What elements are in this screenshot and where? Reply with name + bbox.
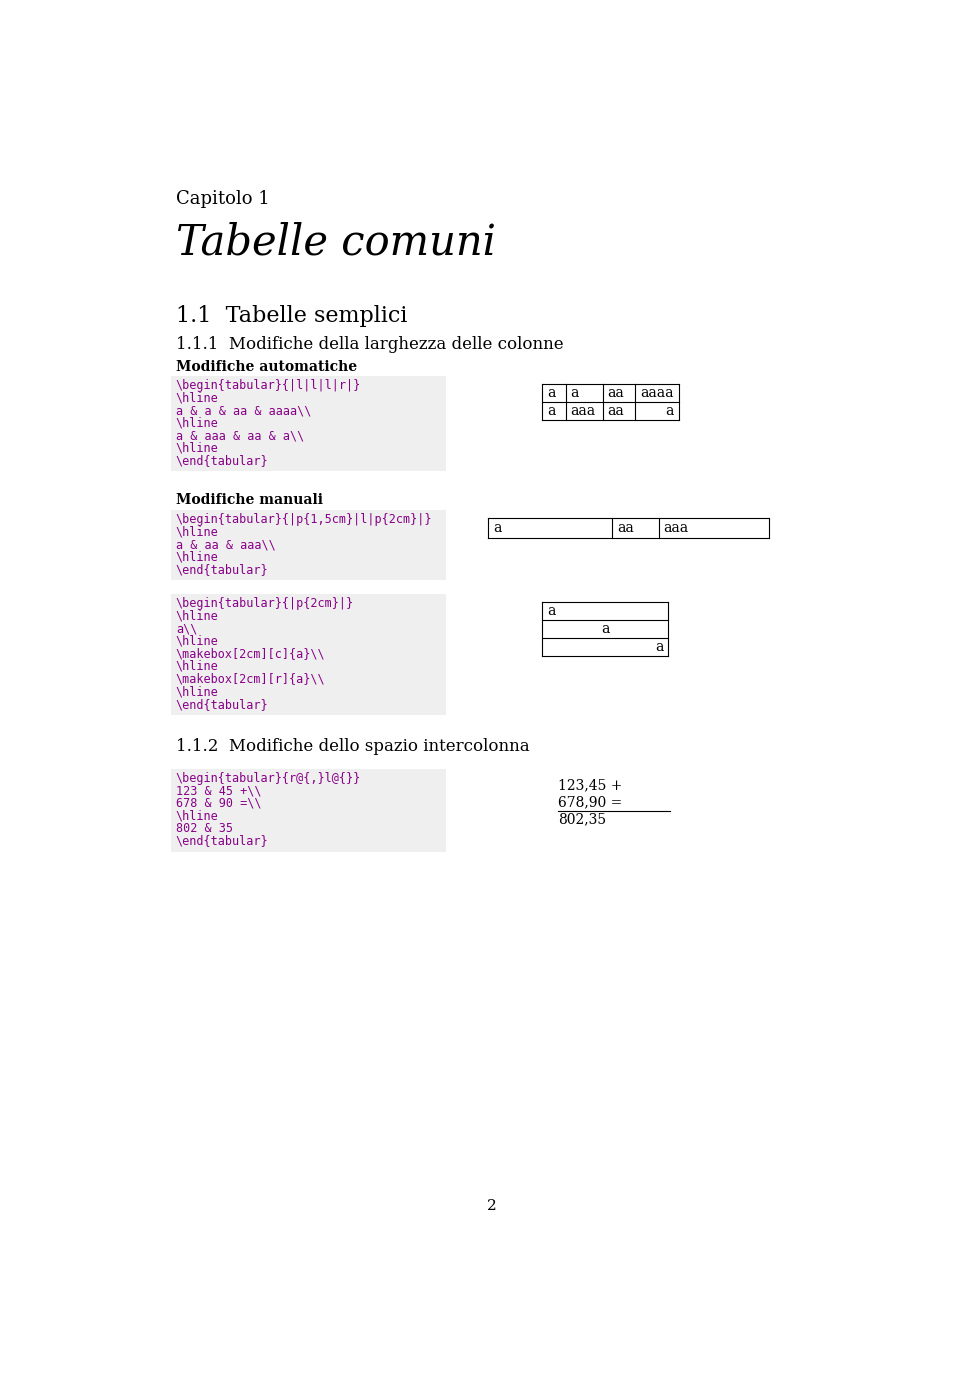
Text: \hline: \hline [176,810,219,822]
Text: Capitolo 1: Capitolo 1 [176,190,270,208]
Text: 123,45 +: 123,45 + [558,778,622,792]
Text: \end{tabular}: \end{tabular} [176,454,269,467]
Text: a: a [601,621,610,637]
Text: aa: aa [616,520,634,534]
Text: Modifiche automatiche: Modifiche automatiche [176,361,357,374]
Text: 2: 2 [487,1198,497,1212]
Text: \makebox[2cm][c]{a}\\: \makebox[2cm][c]{a}\\ [176,648,325,660]
Text: 802 & 35: 802 & 35 [176,822,233,835]
Text: 802,35: 802,35 [558,813,606,827]
Text: 1.1  Tabelle semplici: 1.1 Tabelle semplici [176,305,407,327]
Text: \begin{tabular}{|l|l|l|r|}: \begin{tabular}{|l|l|l|r|} [176,379,361,393]
Bar [171,510,446,580]
Text: \end{tabular}: \end{tabular} [176,698,269,710]
Text: \end{tabular}: \end{tabular} [176,563,269,576]
Text: \begin{tabular}{r@{,}l@{}}: \begin{tabular}{r@{,}l@{}} [176,771,361,785]
Text: \hline: \hline [176,610,219,623]
Text: 123 & 45 +\\: 123 & 45 +\\ [176,784,261,798]
Text: \hline: \hline [176,526,219,538]
Text: a: a [655,641,663,655]
Text: 678 & 90 =\\: 678 & 90 =\\ [176,798,261,810]
Text: a\\: a\\ [176,623,197,635]
Bar [171,594,446,714]
Text: a: a [547,404,556,417]
Text: \hline: \hline [176,551,219,563]
Text: \end{tabular}: \end{tabular} [176,835,269,847]
Text: 1.1.2  Modifiche dello spazio intercolonna: 1.1.2 Modifiche dello spazio intercolonn… [176,738,529,755]
Text: \begin{tabular}{|p{1,5cm}|l|p{2cm}|}: \begin{tabular}{|p{1,5cm}|l|p{2cm}|} [176,513,432,526]
Text: a: a [492,520,501,534]
Text: \hline: \hline [176,441,219,455]
Text: a & a & aa & aaaa\\: a & a & aa & aaaa\\ [176,404,311,417]
Bar [171,768,446,852]
Text: aa: aa [608,404,624,417]
Text: \hline: \hline [176,391,219,405]
Text: aaa: aaa [663,520,688,534]
Text: \begin{tabular}{|p{2cm}|}: \begin{tabular}{|p{2cm}|} [176,598,354,610]
Text: \makebox[2cm][r]{a}\\: \makebox[2cm][r]{a}\\ [176,673,325,685]
Text: \hline: \hline [176,416,219,430]
Text: a: a [570,386,579,399]
Text: a: a [547,386,556,399]
Text: a: a [547,603,556,619]
Text: a & aa & aaa\\: a & aa & aaa\\ [176,538,276,551]
Text: 678,90 =: 678,90 = [558,795,622,810]
Text: aaaa: aaaa [640,386,674,399]
Text: a: a [665,404,674,417]
Text: Tabelle comuni: Tabelle comuni [176,222,495,264]
Text: \hline: \hline [176,685,219,698]
Text: \hline: \hline [176,635,219,648]
Text: \hline: \hline [176,660,219,673]
Text: 1.1.1  Modifiche della larghezza delle colonne: 1.1.1 Modifiche della larghezza delle co… [176,336,564,352]
Text: Modifiche manuali: Modifiche manuali [176,492,323,508]
Text: a & aaa & aa & a\\: a & aaa & aa & a\\ [176,429,304,442]
Text: aa: aa [608,386,624,399]
Text: aaa: aaa [570,404,595,417]
Bar [171,376,446,472]
